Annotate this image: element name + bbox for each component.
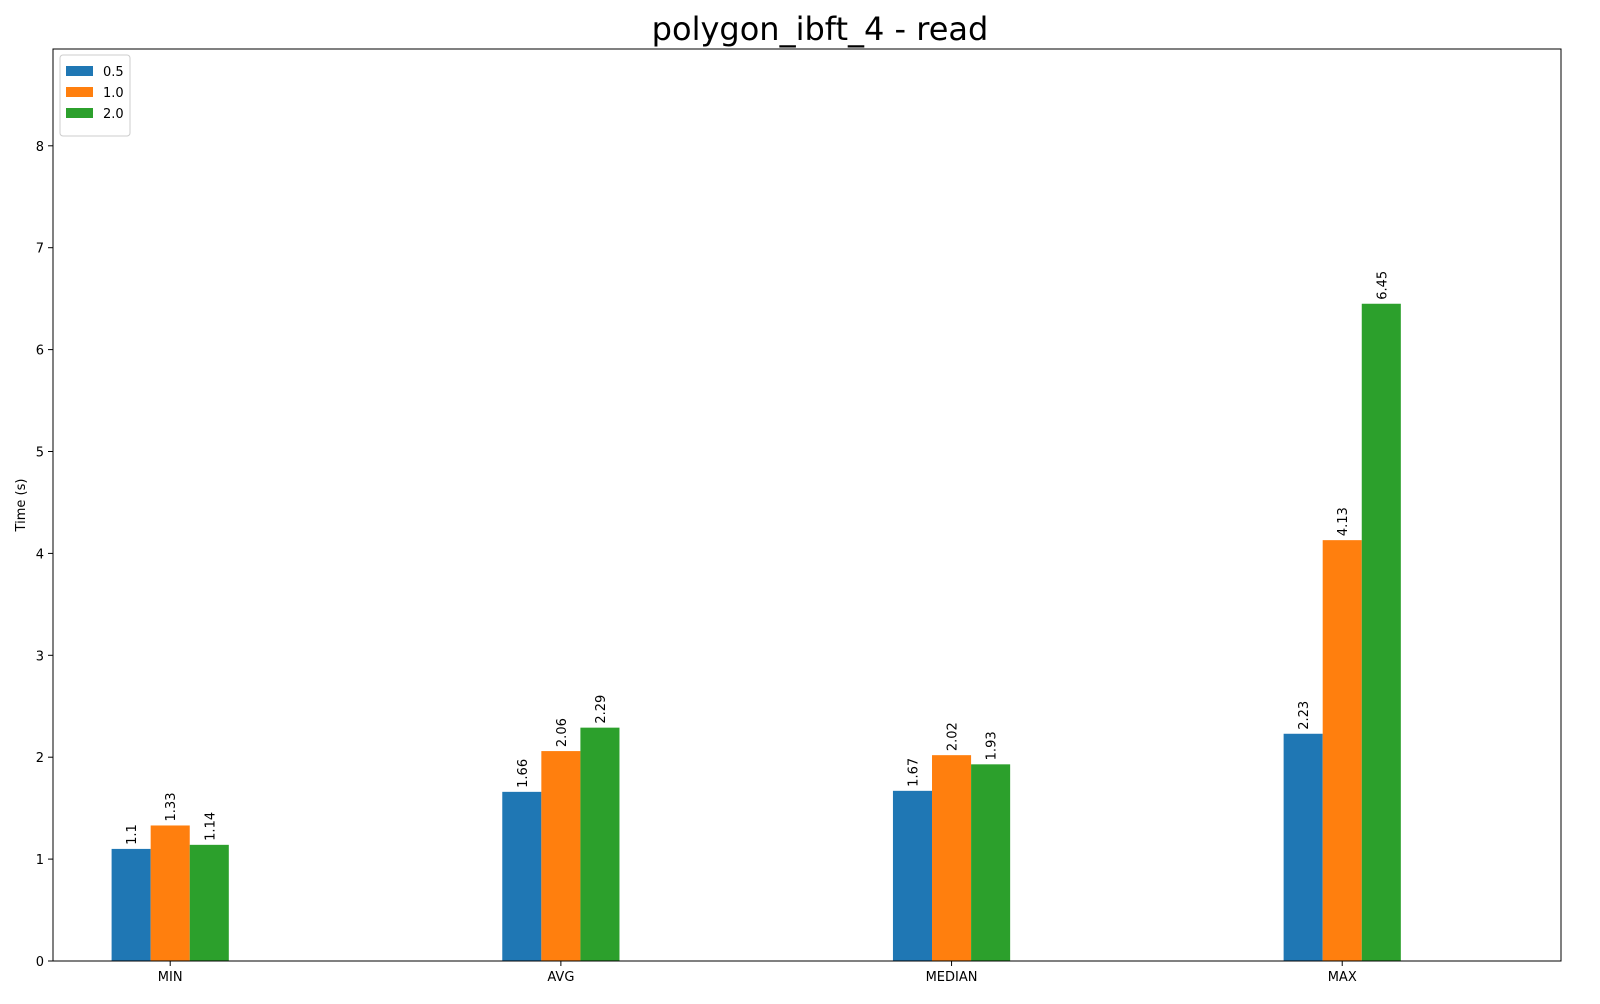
legend-swatch — [66, 108, 93, 118]
y-tick-label: 4 — [36, 547, 44, 562]
bar-min-series-2 — [189, 844, 229, 961]
data-labels-group: 1.1 1.66 1.67 2.23 1.33 2.06 2.02 4.13 1.14 2.29 1… — [125, 271, 1390, 845]
y-tick-label: 8 — [36, 140, 44, 155]
bar-avg-series-2 — [580, 727, 620, 961]
y-axis: 0 1 2 3 4 5 6 7 8 — [36, 140, 53, 970]
chart-title: polygon_ibft_4 - read — [652, 10, 989, 48]
y-tick-label: 7 — [36, 242, 44, 257]
bar-max-series-2 — [1361, 303, 1401, 961]
y-tick-label: 6 — [36, 344, 44, 359]
y-tick-label: 5 — [36, 446, 44, 461]
legend-swatch — [66, 87, 93, 97]
bar-median-series-2 — [971, 764, 1011, 961]
bar-max-series-1 — [1322, 540, 1362, 961]
x-tick-label: MAX — [1328, 970, 1357, 985]
x-axis: MIN AVG MEDIAN MAX — [158, 961, 1357, 985]
bars-group — [111, 303, 1401, 961]
data-label: 1.93 — [985, 731, 1000, 760]
bar-avg-series-0 — [502, 791, 542, 961]
x-tick-label: MIN — [158, 970, 183, 985]
y-axis-label: Time (s) — [14, 479, 29, 533]
bar-median-series-1 — [932, 755, 972, 961]
data-label: 2.02 — [946, 722, 961, 751]
data-label: 2.06 — [555, 718, 570, 747]
legend-label: 2.0 — [103, 107, 124, 122]
y-tick-label: 1 — [36, 853, 44, 868]
y-tick-label: 0 — [36, 955, 44, 970]
data-label: 2.29 — [594, 695, 609, 724]
plot-area-frame — [52, 48, 1562, 962]
data-label: 1.66 — [516, 759, 531, 788]
bar-median-series-0 — [892, 790, 933, 961]
y-tick-label: 3 — [36, 649, 44, 664]
legend-label: 0.5 — [103, 65, 124, 80]
y-tick-label: 2 — [36, 751, 44, 766]
data-label: 4.13 — [1336, 507, 1351, 536]
data-label: 2.23 — [1297, 701, 1312, 730]
legend-label: 1.0 — [103, 86, 124, 101]
x-tick-label: AVG — [547, 970, 574, 985]
bar-min-series-0 — [111, 848, 151, 961]
legend-swatch — [66, 66, 93, 76]
bar-avg-series-1 — [541, 751, 581, 961]
data-label: 1.14 — [203, 812, 218, 841]
legend: 0.5 1.0 2.0 — [59, 54, 131, 137]
data-label: 1.67 — [906, 758, 921, 787]
x-tick-label: MEDIAN — [926, 970, 978, 985]
bar-min-series-1 — [150, 825, 190, 961]
bar-max-series-0 — [1283, 733, 1323, 961]
data-label: 1.33 — [164, 793, 179, 822]
data-label: 1.1 — [125, 824, 140, 845]
data-label: 6.45 — [1375, 271, 1390, 300]
